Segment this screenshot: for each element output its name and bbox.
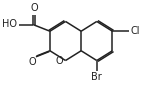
Text: HO: HO <box>2 19 17 29</box>
Text: O: O <box>55 56 63 66</box>
Text: Br: Br <box>91 72 102 82</box>
Text: O: O <box>30 3 38 13</box>
Text: O: O <box>28 57 36 67</box>
Text: Cl: Cl <box>130 26 139 36</box>
